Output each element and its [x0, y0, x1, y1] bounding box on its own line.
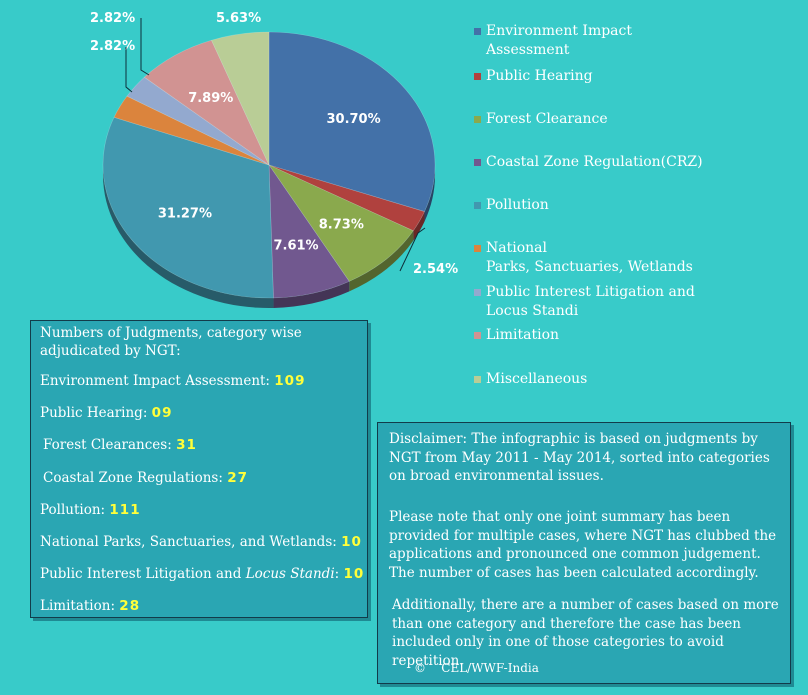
legend-swatch [474, 202, 481, 209]
pie-slice-depth [413, 211, 425, 241]
legend-item-public-hearing: Public Hearing [474, 67, 716, 86]
disclaimer-paragraph: Disclaimer: The infographic is based on … [389, 431, 770, 484]
legend-item-forest-clearance: Forest Clearance [474, 110, 716, 129]
legend-swatch [474, 376, 481, 383]
leader-line [125, 47, 133, 93]
pie-labels: 30.70% 2.54% 8.73%7.61% 31.27% 2.82% 2.82% 7.8… [90, 11, 458, 277]
pie-slice-depth [349, 230, 414, 292]
judgment-row-national-parks: National Parks, Sanctuaries, and Wetland… [40, 534, 362, 550]
judgments-heading: Numbers of Judgments, category wise adjud… [40, 325, 302, 359]
legend-item-miscellaneous: Miscellaneous [474, 370, 716, 389]
disclaimer-paragraph: Please note that only one joint summary … [389, 509, 777, 581]
judgment-count: 31 [176, 437, 197, 453]
judgment-count: 27 [227, 470, 248, 486]
judgment-row-pollution: Pollution: 111 [40, 502, 141, 518]
legend-item-pollution: Pollution [474, 196, 716, 215]
judgment-count: 10 [343, 566, 365, 582]
legend-swatch [474, 159, 481, 166]
legend-label: National Parks, Sanctuaries, Wetlands [486, 240, 693, 275]
legend-swatch [474, 116, 481, 123]
pie-percent-label: 2.82% [90, 11, 135, 26]
pie-slice [211, 31, 270, 166]
copyright-icon: © [414, 661, 426, 675]
pie-percent-label: 8.73% [319, 218, 364, 233]
disclaimer-box: Disclaimer: The infographic is based on … [377, 422, 791, 684]
judgment-count: 28 [119, 598, 141, 614]
disclaimer-paragraph: Additionally, there are a number of case… [392, 597, 779, 669]
legend-label: Pollution [486, 197, 549, 213]
judgment-row-public-hearing: Public Hearing: 09 [40, 405, 173, 421]
pie-percent-label: 2.54% [413, 262, 458, 277]
pie-slice-depth [424, 165, 435, 222]
pie-percent-label: 31.27% [158, 207, 212, 222]
pie-slice [126, 76, 270, 166]
legend-swatch [474, 28, 481, 35]
pie-chart: 30.70% 2.54% 8.73%7.61% 31.27% 2.82% 2.82% 7.8… [90, 11, 458, 308]
legend-label: Miscellaneous [486, 371, 588, 387]
legend-item-national-parks: National Parks, Sanctuaries, Wetlands [474, 239, 716, 277]
judgment-count: 111 [109, 502, 141, 518]
legend-label: Public Hearing [486, 68, 593, 84]
judgment-count: 109 [274, 373, 306, 389]
pie-percent-label: 7.89% [188, 91, 233, 106]
copyright-notice: © CEL/WWF-India [414, 661, 539, 675]
legend-swatch [474, 289, 481, 296]
legend-label: Public Interest Litigation and Locus Stan… [486, 284, 695, 319]
leader-line [399, 227, 426, 272]
judgment-row-limitation: Limitation: 28 [40, 598, 141, 614]
legend-item-eia: Environment Impact Assessment [474, 22, 716, 60]
legend-item-crz: Coastal Zone Regulation(CRZ) [474, 153, 716, 172]
legend-item-limitation: Limitation [474, 326, 716, 345]
judgment-count: 10 [341, 534, 362, 550]
judgment-row-crz: Coastal Zone Regulations: 27 [43, 470, 248, 486]
pie-slice [268, 164, 414, 282]
pie-slice [268, 163, 350, 299]
pie-percent-label: 5.63% [216, 11, 261, 26]
pie-slice-depth [273, 281, 350, 308]
pie-slices [102, 31, 436, 299]
pie-slice [268, 164, 425, 232]
legend-swatch [474, 332, 481, 339]
leader-line [140, 18, 150, 76]
legend-label: Environment Impact Assessment [486, 23, 632, 58]
judgments-count-box: Numbers of Judgments, category wise adjud… [30, 320, 368, 618]
legend-label: Limitation [486, 327, 560, 343]
legend-swatch [474, 73, 481, 80]
pie-slice [102, 116, 274, 299]
legend-item-pil: Public Interest Litigation and Locus Stan… [474, 283, 716, 321]
pie-percent-label: 30.70% [326, 112, 380, 127]
judgment-row-forest: Forest Clearances: 31 [43, 437, 197, 453]
pie-percent-label: 2.82% [90, 39, 135, 54]
judgment-row-pil: Public Interest Litigation and Locus Sta… [40, 566, 365, 582]
legend-swatch [474, 245, 481, 252]
judgment-count: 09 [151, 405, 173, 421]
pie-slice [268, 31, 436, 212]
leader-lines [125, 18, 426, 272]
legend-label: Forest Clearance [486, 111, 608, 127]
pie-percent-label: 7.61% [273, 239, 318, 254]
pie-depth [103, 165, 435, 308]
pie-slice [143, 39, 270, 166]
legend-label: Coastal Zone Regulation(CRZ) [486, 154, 703, 170]
judgment-row-eia: Environment Impact Assessment: 109 [40, 373, 306, 389]
pie-slice [113, 95, 270, 166]
